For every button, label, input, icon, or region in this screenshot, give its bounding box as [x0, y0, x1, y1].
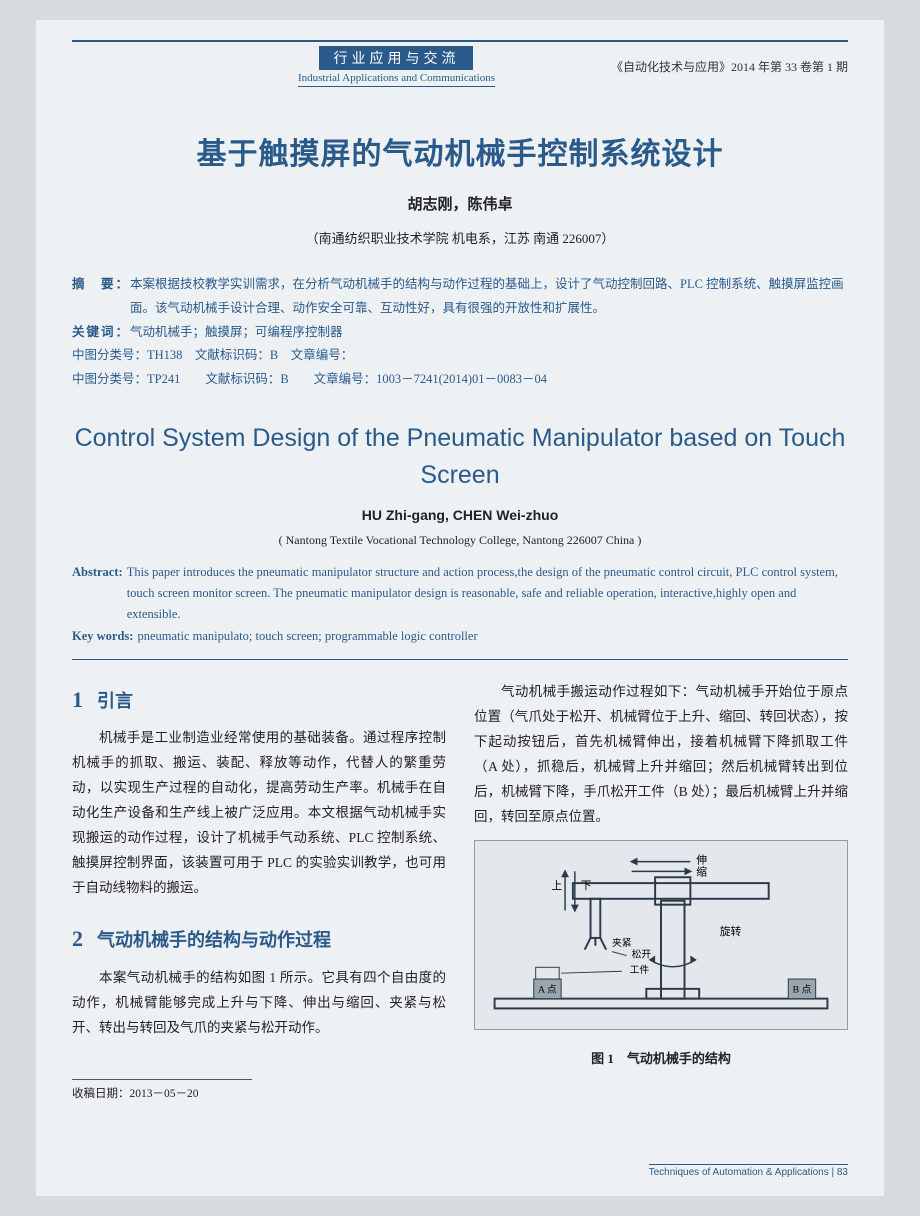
header-center: 行业应用与交流 Industrial Applications and Comm…	[192, 46, 601, 87]
affiliation-cn: （南通纺织职业技术学院 机电系，江苏 南通 226007）	[72, 228, 848, 247]
abstract-text-en: This paper introduces the pneumatic mani…	[123, 562, 848, 626]
authors-cn: 胡志刚，陈伟卓	[72, 193, 848, 214]
header-row: 行业应用与交流 Industrial Applications and Comm…	[72, 46, 848, 87]
section-1-p1: 机械手是工业制造业经常使用的基础装备。通过程序控制机械手的抓取、搬运、装配、释放…	[72, 726, 446, 901]
authors-en: HU Zhi-gang, CHEN Wei-zhuo	[72, 507, 848, 523]
section-title-cn: 行业应用与交流	[319, 46, 473, 70]
abstract-text-cn: 本案根据技校教学实训需求，在分析气动机械手的结构与动作过程的基础上，设计了气动控…	[130, 273, 848, 321]
section-2-p1: 本案气动机械手的结构如图 1 所示。它具有四个自由度的动作，机械臂能够完成上升与…	[72, 966, 446, 1041]
affiliation-en: ( Nantong Textile Vocational Technology …	[72, 533, 848, 548]
page-footer: Techniques of Automation & Applications …	[649, 1164, 848, 1178]
fig-label-down: 下	[581, 880, 592, 892]
page: 行业应用与交流 Industrial Applications and Comm…	[36, 20, 884, 1196]
fig-label-release: 松开	[632, 947, 652, 960]
section-1-num: 1	[72, 687, 83, 712]
fig-label-a: A 点	[538, 983, 557, 995]
header-rule	[72, 40, 848, 42]
fig-label-rotate: 旋转	[720, 925, 742, 938]
section-1-head: 1 引言	[72, 680, 446, 721]
journal-info: 《自动化技术与应用》2014 年第 33 卷第 1 期	[611, 58, 848, 75]
figure-1-caption: 图 1 气动机械手的结构	[474, 1047, 848, 1071]
fig-label-retract: 缩	[696, 865, 707, 878]
section-1-title: 引言	[97, 691, 133, 711]
figure-1: A 点 B 点 旋转	[474, 840, 848, 1071]
right-column: 气动机械手搬运动作过程如下：气动机械手开始位于原点位置（气爪处于松开、机械臂位于…	[474, 680, 848, 1105]
keywords-label-en: Key words:	[72, 626, 133, 647]
left-column: 1 引言 机械手是工业制造业经常使用的基础装备。通过程序控制机械手的抓取、搬运、装…	[72, 680, 446, 1105]
figure-1-svg: A 点 B 点 旋转	[474, 840, 848, 1030]
section-title-en: Industrial Applications and Communicatio…	[298, 72, 495, 87]
section-2-title: 气动机械手的结构与动作过程	[97, 930, 331, 950]
abstract-label-en: Abstract:	[72, 562, 123, 626]
received-date: 收稿日期：2013－05－20	[72, 1079, 252, 1105]
fig-label-clamp: 夹紧	[612, 935, 632, 948]
fig-label-up: 上	[551, 880, 562, 892]
keywords-text-cn: 气动机械手；触摸屏；可编程序控制器	[130, 321, 848, 345]
fig-label-extend: 伸	[696, 854, 707, 866]
divider	[72, 659, 848, 660]
body-columns: 1 引言 机械手是工业制造业经常使用的基础装备。通过程序控制机械手的抓取、搬运、装…	[72, 680, 848, 1105]
clc-line-2: 中图分类号：TP241 文献标识码：B 文章编号：1003－7241(2014)…	[72, 368, 848, 392]
abstract-block-cn: 摘 要： 本案根据技校教学实训需求，在分析气动机械手的结构与动作过程的基础上，设…	[72, 273, 848, 392]
abstract-label-cn: 摘 要：	[72, 273, 130, 321]
abstract-block-en: Abstract: This paper introduces the pneu…	[72, 562, 848, 647]
section-2-num: 2	[72, 926, 83, 951]
keywords-label-cn: 关键词：	[72, 321, 130, 345]
section-2-head: 2 气动机械手的结构与动作过程	[72, 919, 446, 960]
paper-title-en: Control System Design of the Pneumatic M…	[72, 420, 848, 495]
fig-label-b: B 点	[793, 983, 812, 995]
section-2-p2: 气动机械手搬运动作过程如下：气动机械手开始位于原点位置（气爪处于松开、机械臂位于…	[474, 680, 848, 830]
clc-line-1: 中图分类号：TH138 文献标识码：B 文章编号：	[72, 344, 848, 368]
fig-label-workpiece: 工件	[630, 964, 650, 976]
keywords-text-en: pneumatic manipulato; touch screen; prog…	[133, 626, 848, 647]
paper-title-cn: 基于触摸屏的气动机械手控制系统设计	[72, 129, 848, 173]
